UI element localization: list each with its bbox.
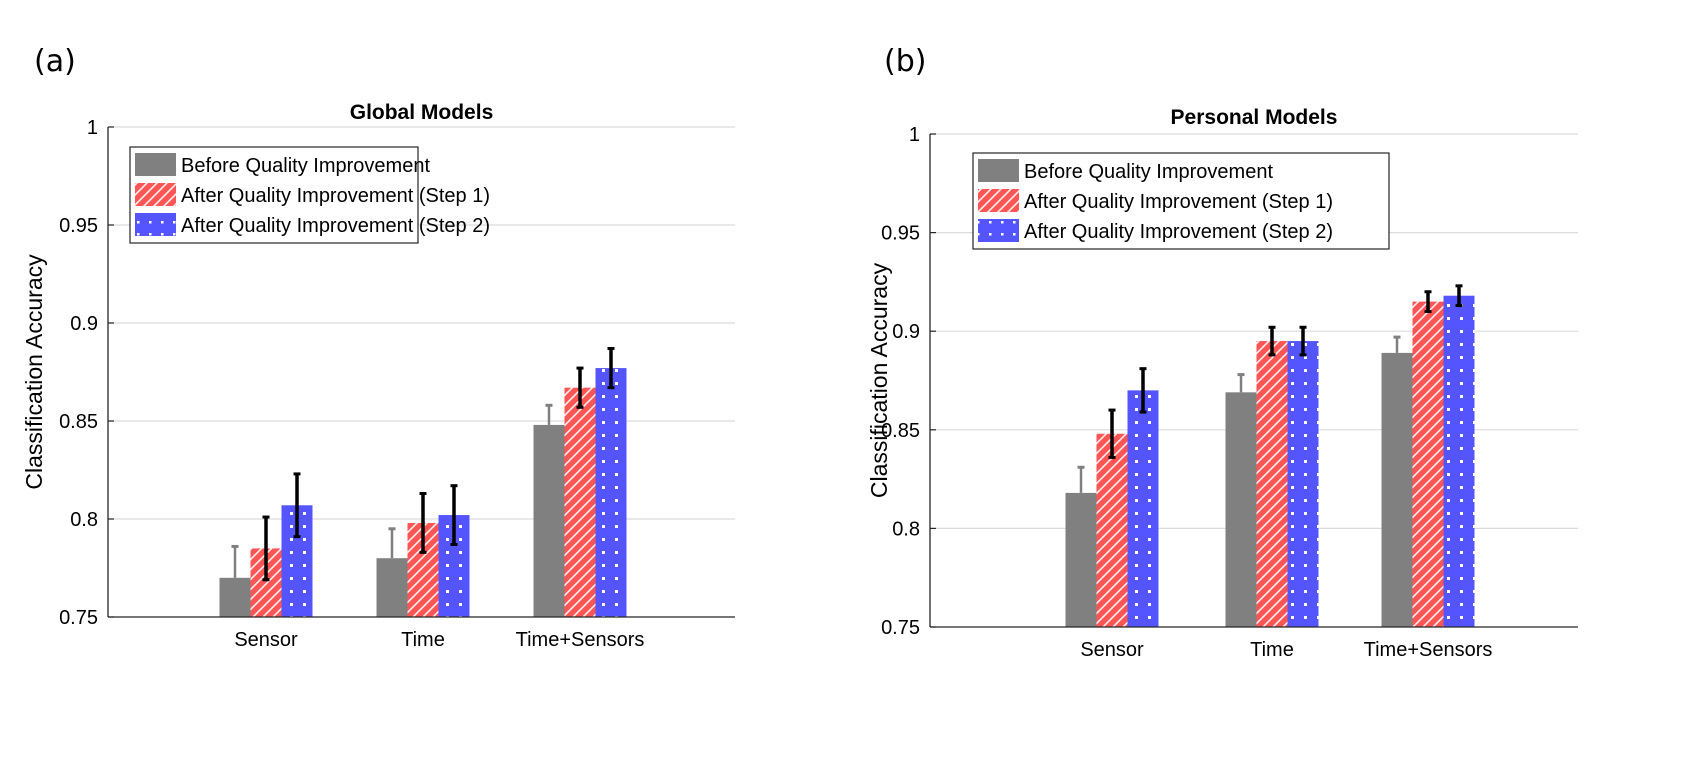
chart-title: Personal Models bbox=[1171, 106, 1338, 129]
y-tick-label: 0.8 bbox=[892, 518, 920, 540]
y-axis-label: Classification Accuracy bbox=[866, 262, 892, 498]
legend-item-before: Before Quality Improvement bbox=[978, 159, 1273, 183]
legend-swatch-solid bbox=[135, 153, 176, 176]
error-bar-before bbox=[388, 527, 396, 559]
y-tick-label: 0.95 bbox=[881, 223, 920, 245]
y-tick-label: 0.75 bbox=[59, 607, 98, 629]
legend-item-before: Before Quality Improvement bbox=[135, 153, 430, 177]
bar-before-time bbox=[376, 558, 408, 617]
legend-swatch-hatch bbox=[135, 183, 176, 206]
x-tick-label: Sensor bbox=[1080, 639, 1144, 661]
legend-label: Before Quality Improvement bbox=[181, 155, 430, 177]
legend-swatch-dots bbox=[135, 213, 176, 236]
error-bar-before bbox=[1237, 373, 1245, 393]
error-bar-step2 bbox=[1139, 367, 1147, 414]
bar-step1-time bbox=[1256, 341, 1288, 627]
error-bar-before bbox=[231, 544, 239, 578]
legend-swatch-hatch bbox=[978, 189, 1019, 212]
legend: Before Quality Improvement After Quality … bbox=[972, 152, 1390, 250]
error-bar-step2 bbox=[450, 484, 458, 546]
y-tick-label: 1 bbox=[909, 124, 920, 146]
bar-step2-time bbox=[1287, 341, 1319, 627]
bar-step2-sensor bbox=[1127, 390, 1159, 627]
bar-step1-sensor bbox=[1096, 433, 1128, 627]
panel-label-a: (a) bbox=[34, 44, 76, 79]
error-bar-step1 bbox=[1108, 408, 1116, 459]
legend-label: Before Quality Improvement bbox=[1024, 161, 1273, 183]
y-tick-label: 0.85 bbox=[59, 411, 98, 433]
error-bar-step2 bbox=[1299, 325, 1307, 357]
error-bar-step1 bbox=[1268, 325, 1276, 357]
y-tick-label: 0.9 bbox=[70, 313, 98, 335]
y-tick-label: 0.8 bbox=[70, 509, 98, 531]
bar-before-sensor bbox=[219, 577, 251, 617]
bar-step2-time-sensors bbox=[595, 368, 627, 617]
error-bar-step2 bbox=[1455, 284, 1463, 308]
legend-swatch-dots bbox=[978, 219, 1019, 242]
error-bar-before bbox=[545, 403, 553, 425]
error-bar-step1 bbox=[576, 366, 584, 409]
legend-item-step1: After Quality Improvement (Step 1) bbox=[978, 189, 1333, 213]
chart-personal-models: 0.75 0.8 0.85 0.9 0.95 1 Sensor Time Time+Sensor… bbox=[866, 106, 1578, 661]
legend-swatch-solid bbox=[978, 159, 1019, 182]
y-tick-label: 0.85 bbox=[881, 420, 920, 442]
x-tick-label: Time bbox=[1250, 639, 1294, 661]
error-bar-step1 bbox=[262, 515, 270, 582]
legend-label: After Quality Improvement (Step 1) bbox=[181, 185, 490, 207]
error-bar-step1 bbox=[1424, 290, 1432, 313]
bar-step2-time-sensors bbox=[1443, 295, 1475, 627]
bar-before-time bbox=[1225, 392, 1257, 627]
error-bar-step2 bbox=[607, 346, 615, 390]
bar-step1-time-sensors bbox=[564, 387, 596, 617]
y-tick-label: 0.9 bbox=[892, 321, 920, 343]
chart-global-models: 0.75 0.8 0.85 0.9 0.95 1 Sensor Time Time+Sensor… bbox=[21, 101, 735, 651]
y-tick-label: 1 bbox=[87, 117, 98, 139]
error-bar-before bbox=[1077, 465, 1085, 493]
x-tick-label: Time+Sensors bbox=[516, 629, 645, 651]
legend-item-step2: After Quality Improvement (Step 2) bbox=[978, 219, 1333, 243]
y-tick-label: 0.95 bbox=[59, 215, 98, 237]
legend-item-step2: After Quality Improvement (Step 2) bbox=[135, 213, 490, 237]
legend-label: After Quality Improvement (Step 2) bbox=[181, 215, 490, 237]
x-tick-label: Sensor bbox=[234, 629, 298, 651]
x-tick-label: Time bbox=[401, 629, 445, 651]
y-axis-label: Classification Accuracy bbox=[21, 254, 47, 490]
legend-box bbox=[972, 152, 1390, 250]
legend-label: After Quality Improvement (Step 2) bbox=[1024, 221, 1333, 243]
y-tick-label: 0.75 bbox=[881, 617, 920, 639]
bar-before-time-sensors bbox=[1381, 352, 1413, 627]
error-bar-before bbox=[1393, 335, 1401, 353]
legend-label: After Quality Improvement (Step 1) bbox=[1024, 191, 1333, 213]
legend-item-step1: After Quality Improvement (Step 1) bbox=[135, 183, 490, 207]
error-bar-step2 bbox=[293, 472, 301, 539]
bar-step1-time-sensors bbox=[1412, 301, 1444, 627]
panel-label-b: (b) bbox=[884, 44, 927, 79]
x-tick-label: Time+Sensors bbox=[1364, 639, 1493, 661]
bar-before-sensor bbox=[1065, 492, 1097, 627]
legend-box bbox=[129, 146, 419, 244]
chart-title: Global Models bbox=[350, 101, 494, 124]
legend: Before Quality Improvement After Quality … bbox=[129, 146, 490, 244]
error-bar-step1 bbox=[419, 492, 427, 554]
bar-before-time-sensors bbox=[533, 424, 565, 617]
